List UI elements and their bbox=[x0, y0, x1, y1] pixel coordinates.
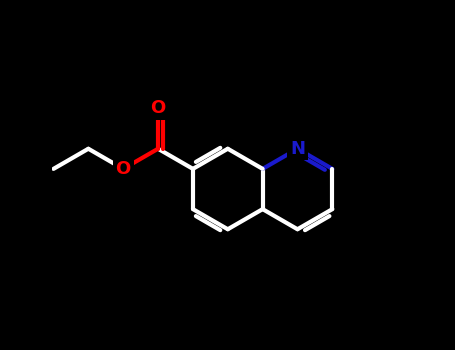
Text: N: N bbox=[290, 140, 305, 158]
Text: O: O bbox=[151, 99, 166, 118]
Text: O: O bbox=[116, 160, 131, 178]
